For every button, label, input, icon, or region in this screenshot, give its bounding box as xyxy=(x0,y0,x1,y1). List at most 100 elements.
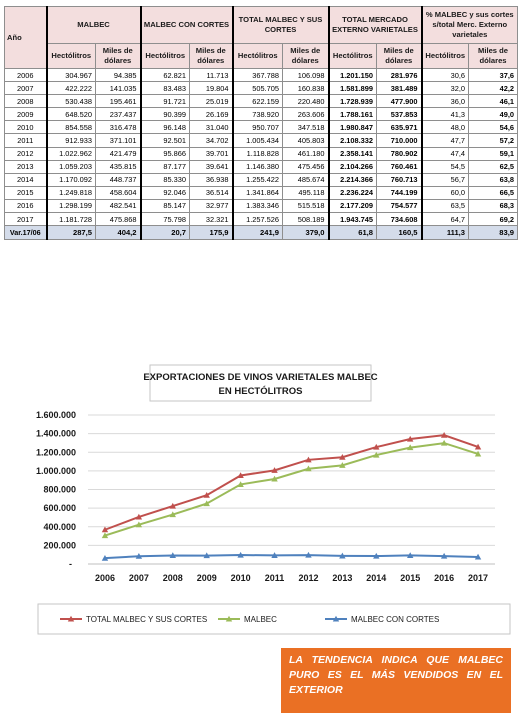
value-cell: 63,5 xyxy=(420,198,470,214)
value-cell: 648.520 xyxy=(45,107,96,122)
table-row: 2009 648.520 237.437 90.399 26.169 738.920 263… xyxy=(4,107,519,122)
line-chart: EXPORTACIONES DE VINOS VARIETALES MALBEC… xyxy=(0,347,521,647)
data-point xyxy=(203,491,210,498)
value-cell: 2.236.224 xyxy=(327,185,378,200)
value-cell: 36.938 xyxy=(189,172,234,187)
legend-marker-0 xyxy=(67,615,75,622)
variation-value: 241,9 xyxy=(231,225,284,241)
value-cell: 1.943.745 xyxy=(327,212,378,227)
y-tick-label: 600.000 xyxy=(43,503,76,513)
value-cell: 1.255.422 xyxy=(231,172,284,187)
value-cell: 1.341.864 xyxy=(231,185,284,200)
value-cell: 62,5 xyxy=(468,159,519,174)
data-point xyxy=(135,521,143,528)
value-cell: 66,5 xyxy=(468,185,519,200)
data-point xyxy=(474,450,482,457)
value-cell: 220.480 xyxy=(282,94,330,109)
value-cell: 1.022.962 xyxy=(45,146,96,161)
x-tick-label: 2011 xyxy=(265,573,285,583)
chart-series xyxy=(101,431,482,561)
y-tick-label: 1.400.000 xyxy=(36,429,76,439)
value-cell: 950.707 xyxy=(231,120,284,135)
sub-header-1: Miles de dólares xyxy=(94,43,142,69)
data-point xyxy=(169,511,176,518)
data-point xyxy=(305,551,312,558)
table-row: 2017 1.181.728 475.868 75.798 32.321 1.257.52… xyxy=(4,212,519,227)
y-tick-label: - xyxy=(69,559,72,569)
value-cell: 475.456 xyxy=(282,159,330,174)
data-point xyxy=(373,552,380,559)
value-cell: 91.721 xyxy=(139,94,191,109)
value-cell: 304.967 xyxy=(45,67,96,83)
data-point xyxy=(440,552,448,559)
value-cell: 1.581.899 xyxy=(327,81,378,96)
exports-table-container: Año MALBEC MALBEC CON CORTES TOTAL MALBE… xyxy=(4,6,519,241)
value-cell: 56,7 xyxy=(420,172,470,187)
value-cell: 47,7 xyxy=(420,133,470,148)
value-cell: 90.399 xyxy=(139,107,191,122)
variation-value: 20,7 xyxy=(139,225,191,241)
year-cell: 2008 xyxy=(4,94,47,109)
value-cell: 69,2 xyxy=(468,212,519,227)
value-cell: 237.437 xyxy=(94,107,142,122)
y-tick-label: 200.000 xyxy=(43,540,76,550)
data-point xyxy=(101,526,109,533)
value-cell: 42,2 xyxy=(468,81,519,96)
x-tick-label: 2009 xyxy=(197,573,217,583)
value-cell: 371.101 xyxy=(94,133,142,148)
series-line-1 xyxy=(104,442,479,537)
series-line-2 xyxy=(104,554,479,560)
y-tick-label: 1.600.000 xyxy=(36,410,76,420)
value-cell: 1.005.434 xyxy=(231,133,284,148)
value-cell: 85.147 xyxy=(139,198,191,214)
legend-marker-1 xyxy=(225,615,233,622)
year-cell: 2006 xyxy=(4,67,47,83)
value-cell: 1.298.199 xyxy=(45,198,96,214)
exports-table: Año MALBEC MALBEC CON CORTES TOTAL MALBE… xyxy=(4,6,519,241)
year-cell: 2010 xyxy=(4,120,47,135)
sub-header-4: Hectólitros xyxy=(231,43,284,69)
value-cell: 780.902 xyxy=(376,146,423,161)
value-cell: 1.170.092 xyxy=(45,172,96,187)
data-point xyxy=(440,431,448,438)
sub-header-7: Miles de dólares xyxy=(376,43,423,69)
value-cell: 57,2 xyxy=(468,133,519,148)
value-cell: 94.385 xyxy=(94,67,142,83)
value-cell: 760.713 xyxy=(376,172,423,187)
year-cell: 2012 xyxy=(4,146,47,161)
value-cell: 92.501 xyxy=(139,133,191,148)
year-cell: 2011 xyxy=(4,133,47,148)
value-cell: 458.604 xyxy=(94,185,142,200)
data-point xyxy=(101,554,109,561)
value-cell: 421.479 xyxy=(94,146,142,161)
table-row: 2016 1.298.199 482.541 85.147 32.977 1.383.34… xyxy=(4,198,519,214)
table-row: 2013 1.059.203 435.815 87.177 39.641 1.146.38… xyxy=(4,159,519,174)
value-cell: 508.189 xyxy=(282,212,330,227)
sub-header-8: Hectólitros xyxy=(420,43,470,69)
table-row: 2010 854.558 316.478 96.148 31.040 950.707 347… xyxy=(4,120,519,135)
value-cell: 63,8 xyxy=(468,172,519,187)
group-header-total-malbec: TOTAL MALBEC Y SUS CORTES xyxy=(231,6,330,44)
value-cell: 2.214.366 xyxy=(327,172,378,187)
value-cell: 47,4 xyxy=(420,146,470,161)
year-cell: 2007 xyxy=(4,81,47,96)
table-row: 2006 304.967 94.385 62.821 11.713 367.788 106.… xyxy=(4,67,519,83)
value-cell: 141.035 xyxy=(94,81,142,96)
value-cell: 422.222 xyxy=(45,81,96,96)
group-header-malbec-con-cortes: MALBEC CON CORTES xyxy=(139,6,234,44)
table-row: 2012 1.022.962 421.479 95.866 39.701 1.118.82… xyxy=(4,146,519,161)
value-cell: 37,6 xyxy=(468,67,519,83)
table-row: 2008 530.438 195.461 91.721 25.019 622.159 220… xyxy=(4,94,519,109)
table-body: 2006 304.967 94.385 62.821 11.713 367.788 106.… xyxy=(4,67,519,227)
value-cell: 106.098 xyxy=(282,67,330,83)
value-cell: 710.000 xyxy=(376,133,423,148)
value-cell: 2.177.209 xyxy=(327,198,378,214)
variation-row: Var.17/06 287,5 404,2 20,7 175,9 241,9 379,0 61… xyxy=(4,225,519,241)
value-cell: 32.321 xyxy=(189,212,234,227)
value-cell: 367.788 xyxy=(231,67,284,83)
value-cell: 482.541 xyxy=(94,198,142,214)
value-cell: 49,0 xyxy=(468,107,519,122)
value-cell: 68,3 xyxy=(468,198,519,214)
series-line-0 xyxy=(104,434,479,531)
data-point xyxy=(169,502,176,509)
